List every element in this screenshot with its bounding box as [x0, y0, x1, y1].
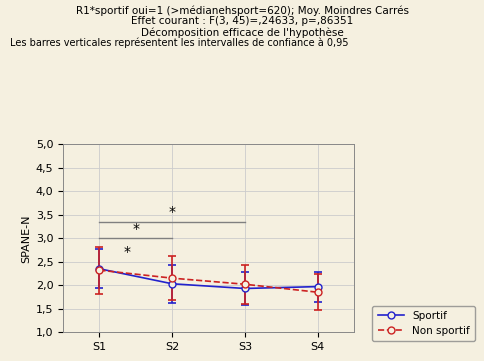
- Text: R1*sportif oui=1 (>médianehsport=620); Moy. Moindres Carrés: R1*sportif oui=1 (>médianehsport=620); M…: [76, 5, 408, 16]
- Text: Les barres verticales représentent les intervalles de confiance à 0,95: Les barres verticales représentent les i…: [10, 38, 348, 48]
- Text: *: *: [132, 222, 139, 236]
- Y-axis label: SPANE-N: SPANE-N: [21, 214, 31, 262]
- Text: *: *: [168, 205, 175, 219]
- Text: Décomposition efficace de l'hypothèse: Décomposition efficace de l'hypothèse: [141, 27, 343, 38]
- Legend: Sportif, Non sportif: Sportif, Non sportif: [372, 306, 474, 342]
- Text: Effet courant : F(3, 45)=,24633, p=,86351: Effet courant : F(3, 45)=,24633, p=,8635…: [131, 16, 353, 26]
- Text: *: *: [123, 245, 130, 259]
